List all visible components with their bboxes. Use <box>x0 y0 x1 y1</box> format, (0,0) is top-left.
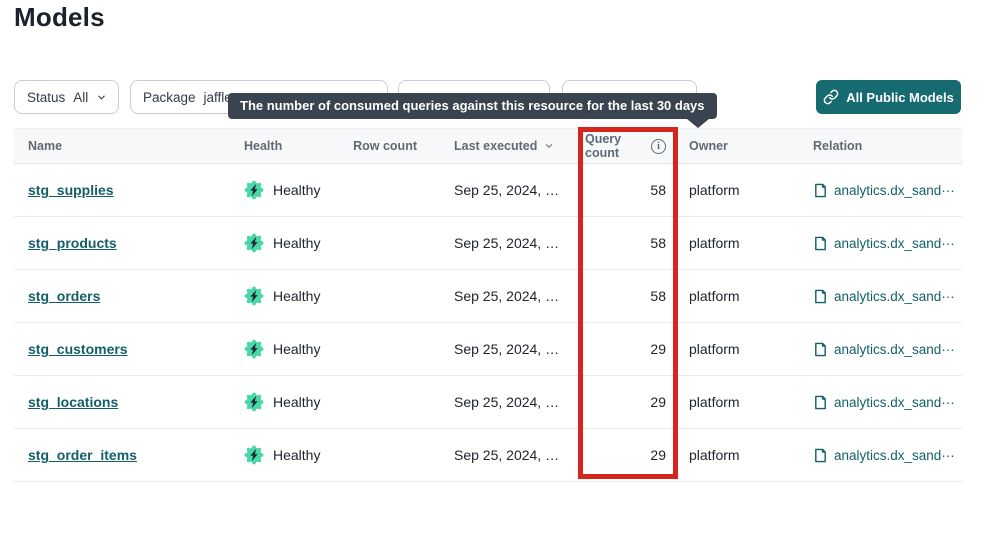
models-table: Name Health Row count Last executed Quer… <box>14 128 962 482</box>
healthy-bolt-icon <box>244 339 264 359</box>
owner-value: platform <box>689 447 740 463</box>
last-executed-value: Sep 25, 2024, … <box>454 182 560 198</box>
healthy-bolt-icon <box>244 180 264 200</box>
model-link[interactable]: stg_products <box>28 235 117 251</box>
header-health: Health <box>244 139 283 153</box>
page-title: Models <box>14 2 105 32</box>
chevron-down-icon <box>96 92 107 103</box>
owner-value: platform <box>689 182 740 198</box>
all-public-models-button[interactable]: All Public Models <box>816 80 961 114</box>
health-status-label: Healthy <box>273 341 321 357</box>
header-owner: Owner <box>689 139 728 153</box>
document-icon <box>813 395 828 410</box>
table-row: stg_products Healthy Sep 25, 2024, … <box>14 217 962 270</box>
document-icon <box>813 342 828 357</box>
relation-link[interactable]: analytics.dx_sand··· <box>834 341 955 357</box>
relation-link[interactable]: analytics.dx_sand··· <box>834 288 955 304</box>
relation-link[interactable]: analytics.dx_sand··· <box>834 235 955 251</box>
filter-dropdown-3[interactable] <box>398 80 550 114</box>
all-public-models-label: All Public Models <box>846 89 954 105</box>
header-name: Name <box>28 139 63 153</box>
model-link[interactable]: stg_supplies <box>28 182 114 198</box>
header-query-count: Query count i <box>583 132 666 160</box>
healthy-bolt-icon <box>244 286 264 306</box>
last-executed-value: Sep 25, 2024, … <box>454 235 560 251</box>
last-executed-value: Sep 25, 2024, … <box>454 394 560 410</box>
table-row: stg_locations Healthy Sep 25, 2024, … <box>14 376 962 429</box>
relation-link[interactable]: analytics.dx_sand··· <box>834 182 955 198</box>
table-header-row: Name Health Row count Last executed Quer… <box>14 128 962 164</box>
sort-chevron-down-icon <box>544 141 554 151</box>
table-row: stg_order_items Healthy Sep 25, 2024, … <box>14 429 962 482</box>
header-last-executed-label: Last executed <box>454 139 538 153</box>
health-status-label: Healthy <box>273 235 321 251</box>
document-icon <box>813 236 828 251</box>
owner-value: platform <box>689 341 740 357</box>
status-filter-value: All <box>73 89 89 105</box>
header-last-executed[interactable]: Last executed <box>440 139 583 153</box>
status-filter-dropdown[interactable]: Status All <box>14 80 119 114</box>
header-query-count-label: Query count <box>585 132 622 160</box>
package-filter-dropdown[interactable]: Package jaffle_ <box>130 80 388 114</box>
owner-value: platform <box>689 235 740 251</box>
document-icon <box>813 183 828 198</box>
last-executed-value: Sep 25, 2024, … <box>454 341 560 357</box>
query-count-value: 29 <box>650 447 666 463</box>
filter-dropdown-4[interactable] <box>562 80 697 114</box>
healthy-bolt-icon <box>244 392 264 412</box>
table-row: stg_supplies Healthy Sep 25, 2024, … <box>14 164 962 217</box>
query-count-value: 29 <box>650 341 666 357</box>
document-icon <box>813 448 828 463</box>
chevron-down-icon <box>673 92 684 103</box>
package-filter-label: Package <box>143 89 196 105</box>
table-row: stg_customers Healthy Sep 25, 2024, … <box>14 323 962 376</box>
health-status-label: Healthy <box>273 288 321 304</box>
model-link[interactable]: stg_locations <box>28 394 119 410</box>
relation-link[interactable]: analytics.dx_sand··· <box>834 394 955 410</box>
status-filter-label: Status <box>27 89 66 105</box>
header-row-count: Row count <box>353 139 417 153</box>
health-status-label: Healthy <box>273 447 321 463</box>
health-status-label: Healthy <box>273 394 321 410</box>
model-link[interactable]: stg_order_items <box>28 447 137 463</box>
last-executed-value: Sep 25, 2024, … <box>454 288 560 304</box>
query-count-value: 29 <box>650 394 666 410</box>
document-icon <box>813 289 828 304</box>
model-link[interactable]: stg_orders <box>28 288 101 304</box>
query-count-value: 58 <box>650 235 666 251</box>
owner-value: platform <box>689 394 740 410</box>
info-circle-icon[interactable]: i <box>651 138 666 154</box>
query-count-value: 58 <box>650 288 666 304</box>
model-link[interactable]: stg_customers <box>28 341 128 357</box>
package-filter-value: jaffle_ <box>203 89 240 105</box>
table-row: stg_orders Healthy Sep 25, 2024, … <box>14 270 962 323</box>
last-executed-value: Sep 25, 2024, … <box>454 447 560 463</box>
header-relation: Relation <box>813 139 863 153</box>
chain-link-icon <box>823 89 839 105</box>
healthy-bolt-icon <box>244 233 264 253</box>
owner-value: platform <box>689 288 740 304</box>
relation-link[interactable]: analytics.dx_sand··· <box>834 447 955 463</box>
health-status-label: Healthy <box>273 182 321 198</box>
query-count-value: 58 <box>650 182 666 198</box>
healthy-bolt-icon <box>244 445 264 465</box>
